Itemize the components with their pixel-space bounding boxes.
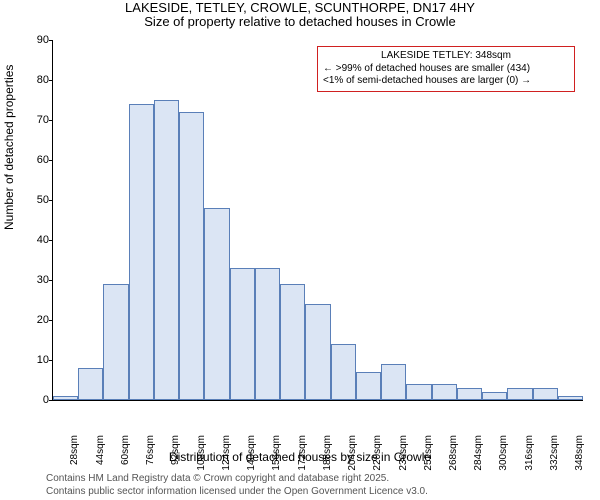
annotation-line2: ← >99% of detached houses are smaller (4… xyxy=(323,63,569,76)
histogram-bar xyxy=(533,388,558,400)
histogram-bar xyxy=(230,268,255,400)
y-tick: 90 xyxy=(19,34,49,46)
annotation-line1: LAKESIDE TETLEY: 348sqm xyxy=(323,50,569,63)
y-tick: 50 xyxy=(19,194,49,206)
histogram-bar xyxy=(179,112,204,400)
y-axis-label: Number of detached properties xyxy=(2,65,16,230)
histogram-bar xyxy=(432,384,457,400)
credits-line2: Contains public sector information licen… xyxy=(46,486,428,499)
histogram-bar xyxy=(331,344,356,400)
y-tick: 10 xyxy=(19,354,49,366)
y-tick: 20 xyxy=(19,314,49,326)
histogram-bar xyxy=(204,208,229,400)
credits-block: Contains HM Land Registry data © Crown c… xyxy=(46,473,428,498)
histogram-bar xyxy=(129,104,154,400)
y-tick: 30 xyxy=(19,274,49,286)
histogram-bar xyxy=(280,284,305,400)
y-tick: 60 xyxy=(19,154,49,166)
title-line2: Size of property relative to detached ho… xyxy=(0,14,600,29)
histogram-bar xyxy=(356,372,381,400)
y-tick: 40 xyxy=(19,234,49,246)
histogram-bar xyxy=(482,392,507,400)
y-tick: 0 xyxy=(19,394,49,406)
histogram-bar xyxy=(78,368,103,400)
histogram-bar xyxy=(255,268,280,400)
histogram-bar xyxy=(406,384,431,400)
histogram-bar xyxy=(381,364,406,400)
credits-line1: Contains HM Land Registry data © Crown c… xyxy=(46,473,428,486)
histogram-bar xyxy=(457,388,482,400)
histogram-bar xyxy=(507,388,532,400)
histogram-bar xyxy=(103,284,128,400)
y-tick: 80 xyxy=(19,74,49,86)
y-tick: 70 xyxy=(19,114,49,126)
histogram-bar xyxy=(558,396,583,400)
histogram-bar xyxy=(154,100,179,400)
title-line1: LAKESIDE, TETLEY, CROWLE, SCUNTHORPE, DN… xyxy=(0,0,600,15)
histogram-bar xyxy=(305,304,330,400)
histogram-bar xyxy=(53,396,78,400)
x-axis-label: Distribution of detached houses by size … xyxy=(0,450,600,464)
chart-plot-area: LAKESIDE TETLEY: 348sqm ← >99% of detach… xyxy=(52,40,583,401)
annotation-line3: <1% of semi-detached houses are larger (… xyxy=(323,75,569,88)
annotation-box: LAKESIDE TETLEY: 348sqm ← >99% of detach… xyxy=(317,46,575,92)
